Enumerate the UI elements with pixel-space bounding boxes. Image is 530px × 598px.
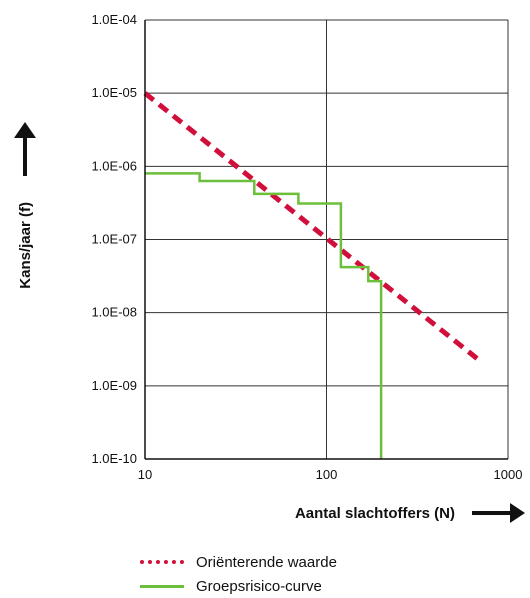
- orienterende-waarde-line: [143, 91, 482, 363]
- series-layer: [143, 91, 482, 459]
- y-axis-arrowhead-icon: [14, 122, 36, 138]
- legend-item-groepsrisico: Groepsrisico-curve: [140, 574, 337, 598]
- grid-lines: [144, 19, 509, 460]
- plot-frame: [144, 20, 508, 460]
- dashed-line-swatch-icon: [140, 560, 184, 564]
- legend-label: Oriënterende waarde: [196, 553, 337, 571]
- solid-line-swatch-icon: [140, 584, 184, 588]
- y-tick-label: 1.0E-08: [91, 305, 137, 320]
- legend-label: Groepsrisico-curve: [196, 577, 322, 595]
- tick-labels: 1.0E-04 1.0E-05 1.0E-06 1.0E-07 1.0E-08 1.0E-…: [91, 12, 522, 482]
- x-axis-title: Aantal slachtoffers (N): [295, 505, 455, 522]
- y-tick-label: 1.0E-09: [91, 378, 137, 393]
- legend: Oriënterende waarde Groepsrisico-curve: [140, 550, 337, 598]
- y-tick-label: 1.0E-10: [91, 451, 137, 466]
- y-tick-label: 1.0E-04: [91, 12, 137, 27]
- y-tick-label: 1.0E-05: [91, 85, 137, 100]
- y-tick-label: 1.0E-07: [91, 232, 137, 247]
- groepsrisico-curve-line: [145, 172, 383, 459]
- x-tick-label: 10: [138, 467, 152, 482]
- y-tick-label: 1.0E-06: [91, 158, 137, 173]
- x-tick-label: 1000: [494, 467, 523, 482]
- x-axis-arrowhead-icon: [510, 503, 525, 523]
- y-axis-title: Kans/jaar (f): [17, 202, 34, 289]
- x-tick-label: 100: [316, 467, 338, 482]
- legend-item-orienterende: Oriënterende waarde: [140, 550, 337, 574]
